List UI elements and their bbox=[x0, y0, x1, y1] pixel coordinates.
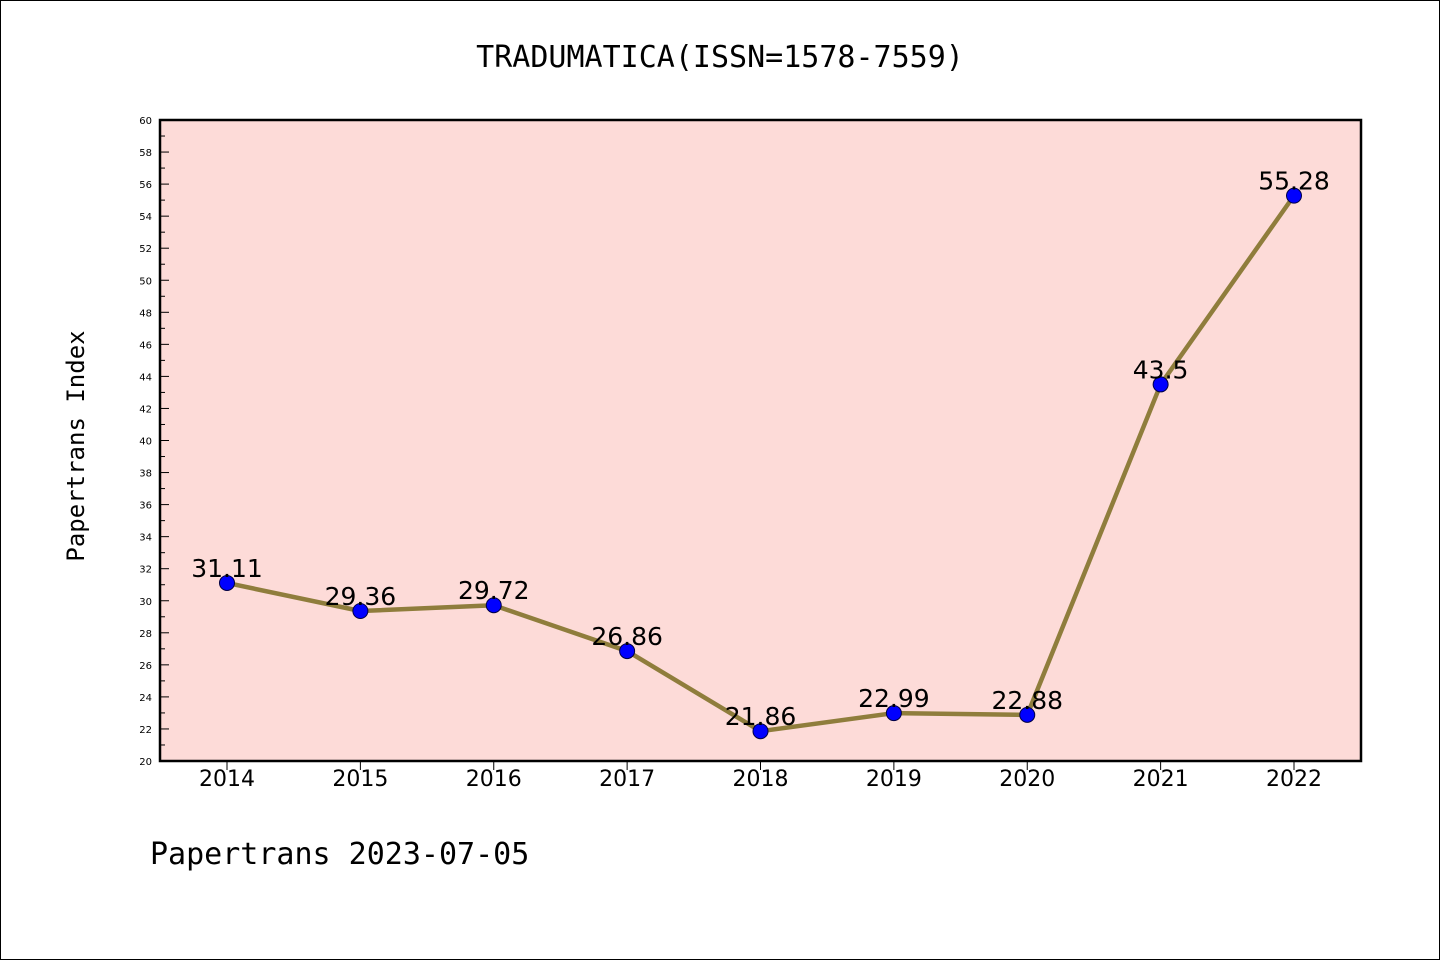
y-axis-label: Papertrans Index bbox=[62, 330, 90, 561]
x-tick-label: 2016 bbox=[466, 767, 522, 792]
x-tick-label: 2015 bbox=[332, 767, 388, 792]
data-label: 21.86 bbox=[725, 702, 797, 731]
y-tick-label: 50 bbox=[139, 276, 152, 287]
data-label: 43.5 bbox=[1133, 355, 1189, 384]
y-tick-label: 60 bbox=[139, 116, 152, 127]
data-point bbox=[219, 574, 235, 591]
data-labels: 31.11 29.36 29.72 26.86 21.86 22.99 22.88 43.5 5… bbox=[191, 167, 1330, 732]
series bbox=[219, 187, 1302, 740]
y-tick-label: 30 bbox=[139, 597, 152, 608]
y-tick-label: 46 bbox=[139, 340, 152, 351]
x-tick-label: 2019 bbox=[866, 767, 922, 792]
footer-date: Papertrans 2023-07-05 bbox=[150, 837, 529, 872]
y-tick-label: 44 bbox=[139, 372, 152, 383]
data-point bbox=[1019, 706, 1036, 723]
y-tick-label: 32 bbox=[139, 565, 152, 576]
data-label: 31.11 bbox=[191, 554, 263, 583]
y-tick-label: 58 bbox=[139, 148, 152, 159]
y-tick-label: 28 bbox=[139, 629, 152, 640]
data-point bbox=[885, 705, 902, 722]
y-tick-label: 56 bbox=[139, 180, 152, 191]
x-tick-label: 2022 bbox=[1266, 767, 1322, 792]
data-point bbox=[352, 603, 369, 620]
data-label: 26.86 bbox=[591, 622, 663, 651]
y-tick-label: 38 bbox=[139, 469, 152, 480]
data-label: 55.28 bbox=[1258, 167, 1330, 196]
data-label: 29.36 bbox=[325, 582, 397, 611]
plot-area bbox=[160, 120, 1361, 761]
data-point bbox=[1152, 376, 1169, 393]
x-tick-label: 2021 bbox=[1133, 767, 1189, 792]
x-tick-label: 2014 bbox=[199, 767, 255, 792]
data-label: 29.72 bbox=[458, 576, 530, 605]
y-tick-label: 36 bbox=[139, 501, 152, 512]
y-tick-label: 24 bbox=[139, 693, 152, 704]
x-tick-label: 2018 bbox=[733, 767, 789, 792]
data-label: 22.88 bbox=[991, 686, 1063, 715]
y-tick-label: 20 bbox=[139, 757, 152, 768]
y-tick-label: 42 bbox=[139, 404, 152, 415]
data-point bbox=[619, 643, 636, 660]
y-tick-label: 54 bbox=[139, 212, 152, 223]
x-tick-label: 2017 bbox=[599, 767, 655, 792]
data-point bbox=[485, 597, 502, 614]
y-tick-label: 22 bbox=[139, 725, 152, 736]
data-point bbox=[752, 723, 769, 740]
y-tick-label: 48 bbox=[139, 308, 152, 319]
chart-title: TRADUMATICA(ISSN=1578-7559) bbox=[476, 40, 964, 75]
x-axis: 2014 2015 2016 2017 2018 2019 2020 2021 2022 bbox=[199, 761, 1322, 792]
y-tick-label: 40 bbox=[139, 437, 152, 448]
plot-border bbox=[158, 118, 1363, 763]
x-tick-label: 2020 bbox=[999, 767, 1055, 792]
y-tick-label: 26 bbox=[139, 661, 152, 672]
data-label: 22.99 bbox=[858, 684, 930, 713]
y-tick-label: 52 bbox=[139, 244, 152, 255]
data-point bbox=[1286, 187, 1302, 204]
y-tick-label: 34 bbox=[139, 533, 152, 544]
